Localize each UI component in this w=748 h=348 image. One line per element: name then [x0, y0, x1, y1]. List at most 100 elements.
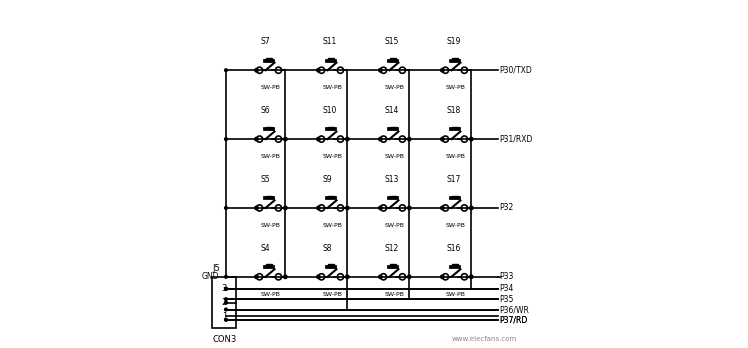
- Text: P34: P34: [500, 284, 514, 293]
- Text: P35: P35: [500, 295, 514, 304]
- Text: SW-PB: SW-PB: [384, 223, 404, 228]
- Circle shape: [408, 137, 411, 141]
- Text: S10: S10: [322, 106, 337, 115]
- Text: S9: S9: [322, 175, 332, 184]
- Circle shape: [224, 207, 227, 209]
- Bar: [266, 58, 272, 61]
- Circle shape: [470, 137, 473, 141]
- Text: www.elecfans.com: www.elecfans.com: [452, 336, 517, 342]
- Text: SW-PB: SW-PB: [322, 292, 342, 296]
- Text: S12: S12: [384, 244, 399, 253]
- Bar: [266, 196, 272, 198]
- Circle shape: [470, 206, 473, 209]
- Text: 1: 1: [221, 312, 227, 321]
- Circle shape: [224, 275, 227, 278]
- Circle shape: [224, 287, 227, 290]
- Circle shape: [283, 137, 287, 141]
- Text: SW-PB: SW-PB: [260, 292, 280, 296]
- Circle shape: [255, 275, 258, 278]
- Circle shape: [441, 137, 444, 141]
- Text: 3: 3: [221, 284, 227, 293]
- Text: S14: S14: [384, 106, 399, 115]
- Text: SW-PB: SW-PB: [260, 223, 280, 228]
- Text: S6: S6: [260, 106, 270, 115]
- Circle shape: [255, 69, 258, 72]
- Text: S4: S4: [260, 244, 270, 253]
- Text: SW-PB: SW-PB: [260, 85, 280, 90]
- Circle shape: [346, 137, 349, 141]
- Bar: [328, 127, 334, 129]
- Text: J5: J5: [212, 264, 220, 274]
- Bar: [390, 127, 396, 129]
- Circle shape: [378, 137, 382, 141]
- Bar: [452, 58, 458, 61]
- Text: S18: S18: [446, 106, 460, 115]
- Text: GND: GND: [202, 272, 219, 281]
- Text: S5: S5: [260, 175, 270, 184]
- Circle shape: [255, 206, 258, 209]
- Text: SW-PB: SW-PB: [446, 154, 466, 159]
- Text: S16: S16: [446, 244, 461, 253]
- Text: SW-PB: SW-PB: [384, 85, 404, 90]
- Circle shape: [224, 298, 227, 301]
- Text: P33: P33: [500, 272, 514, 281]
- Circle shape: [224, 287, 227, 290]
- Text: S13: S13: [384, 175, 399, 184]
- Text: S8: S8: [322, 244, 331, 253]
- Text: SW-PB: SW-PB: [322, 85, 342, 90]
- Circle shape: [283, 206, 287, 209]
- Circle shape: [224, 301, 227, 304]
- Circle shape: [378, 69, 382, 72]
- Text: P36/WR: P36/WR: [500, 305, 530, 314]
- Bar: [390, 196, 396, 198]
- Text: S17: S17: [446, 175, 461, 184]
- Circle shape: [224, 308, 227, 311]
- Bar: [452, 264, 458, 267]
- Text: SW-PB: SW-PB: [446, 292, 466, 296]
- Circle shape: [346, 275, 349, 278]
- Circle shape: [441, 275, 444, 278]
- Circle shape: [255, 137, 258, 141]
- Text: S15: S15: [384, 37, 399, 46]
- Text: P32: P32: [500, 204, 514, 212]
- Text: SW-PB: SW-PB: [384, 292, 404, 296]
- Text: CON3: CON3: [212, 335, 236, 344]
- Text: SW-PB: SW-PB: [260, 154, 280, 159]
- Circle shape: [441, 69, 444, 72]
- Circle shape: [316, 275, 320, 278]
- Text: SW-PB: SW-PB: [322, 223, 342, 228]
- Text: P30/TXD: P30/TXD: [500, 66, 533, 75]
- Bar: [328, 58, 334, 61]
- Circle shape: [441, 206, 444, 209]
- Text: S7: S7: [260, 37, 270, 46]
- Circle shape: [224, 138, 227, 141]
- Text: P37/RD: P37/RD: [500, 315, 528, 324]
- Circle shape: [378, 206, 382, 209]
- Text: SW-PB: SW-PB: [384, 154, 404, 159]
- Text: S11: S11: [322, 37, 337, 46]
- Bar: [212, 277, 236, 329]
- Text: SW-PB: SW-PB: [446, 223, 466, 228]
- Text: S19: S19: [446, 37, 461, 46]
- Text: P31/RXD: P31/RXD: [500, 135, 533, 144]
- Bar: [390, 58, 396, 61]
- Circle shape: [470, 275, 473, 278]
- Bar: [390, 264, 396, 267]
- Bar: [452, 127, 458, 129]
- Bar: [328, 264, 334, 267]
- Text: P37/RD: P37/RD: [500, 315, 528, 324]
- Circle shape: [316, 69, 320, 72]
- Bar: [266, 127, 272, 129]
- Bar: [266, 264, 272, 267]
- Circle shape: [316, 137, 320, 141]
- Circle shape: [346, 206, 349, 209]
- Text: 2: 2: [221, 298, 227, 307]
- Circle shape: [408, 275, 411, 278]
- Bar: [328, 196, 334, 198]
- Circle shape: [378, 275, 382, 278]
- Circle shape: [224, 69, 227, 72]
- Text: SW-PB: SW-PB: [446, 85, 466, 90]
- Circle shape: [316, 206, 320, 209]
- Bar: [452, 196, 458, 198]
- Circle shape: [283, 275, 287, 278]
